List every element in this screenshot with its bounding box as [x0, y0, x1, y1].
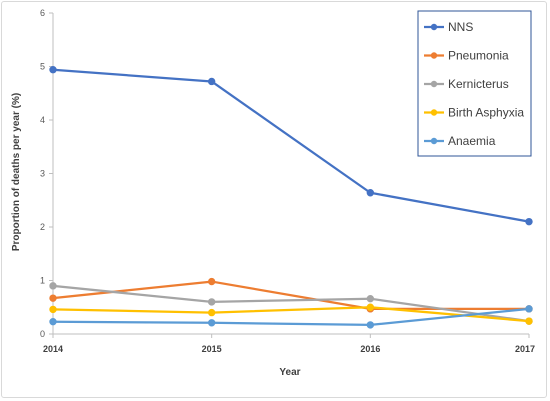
- legend-swatch-marker: [430, 52, 438, 59]
- x-tick-label: 2017: [515, 344, 535, 354]
- data-point: [207, 277, 216, 286]
- y-tick-label: 3: [40, 169, 45, 179]
- y-tick-label: 4: [40, 115, 45, 125]
- x-tick-label: 2016: [360, 344, 380, 354]
- data-point: [49, 282, 57, 290]
- y-tick-label: 5: [40, 62, 45, 72]
- y-axis: 0 1 2 3 4 5 6: [40, 8, 54, 339]
- data-point: [207, 77, 216, 86]
- x-tick-label: 2014: [43, 344, 63, 354]
- data-point: [207, 319, 216, 327]
- legend-label: Birth Asphyxia: [448, 106, 524, 120]
- series-nns: [49, 66, 533, 226]
- data-point: [366, 321, 375, 329]
- data-point: [366, 303, 375, 311]
- data-point: [525, 305, 533, 313]
- y-tick-label: 6: [40, 8, 45, 18]
- series-line: [51, 307, 531, 327]
- series-line: [51, 68, 531, 223]
- y-tick-label: 2: [40, 222, 45, 232]
- legend-swatch-marker: [430, 137, 438, 145]
- data-point: [525, 217, 533, 226]
- data-point: [49, 305, 57, 314]
- legend-item: Pneumonia: [424, 49, 509, 63]
- y-tick-label: 0: [40, 329, 45, 339]
- series-line: [51, 280, 531, 310]
- series-line: [51, 284, 531, 323]
- legend-label: NNS: [448, 20, 473, 34]
- series-kernicterus: [49, 282, 533, 325]
- legend-item: Kernicterus: [424, 77, 509, 91]
- data-point: [366, 189, 375, 197]
- data-point: [366, 294, 375, 303]
- data-point: [49, 317, 57, 326]
- x-axis-title: Year: [279, 367, 300, 378]
- series-anaemia: [49, 305, 533, 329]
- data-point: [207, 308, 216, 317]
- legend-label: Kernicterus: [448, 77, 509, 91]
- legend-swatch-marker: [430, 109, 438, 116]
- x-axis: 2014 2015 2016 2017: [43, 333, 535, 354]
- data-point: [49, 66, 57, 74]
- series-line: [51, 306, 531, 323]
- data-point: [49, 294, 57, 302]
- data-point: [525, 317, 533, 325]
- data-point: [207, 298, 216, 306]
- legend-swatch-marker: [430, 80, 438, 88]
- legend-item: Birth Asphyxia: [424, 106, 524, 120]
- legend-label: Anaemia: [448, 134, 496, 148]
- legend-item: Anaemia: [424, 134, 496, 148]
- legend-swatch-marker: [430, 23, 438, 31]
- series-birth-asphyxia: [49, 303, 533, 325]
- legend: NNS Pneumonia Kernicterus Birth Asphyxia Ana…: [417, 10, 532, 157]
- x-tick-label: 2015: [202, 344, 222, 354]
- series-layer: [49, 66, 533, 329]
- y-tick-label: 1: [40, 276, 45, 286]
- legend-item: NNS: [424, 20, 473, 34]
- legend-label: Pneumonia: [448, 49, 509, 63]
- y-axis-title: Proportion of deaths per year (%): [11, 93, 22, 251]
- series-pneumonia: [49, 277, 533, 313]
